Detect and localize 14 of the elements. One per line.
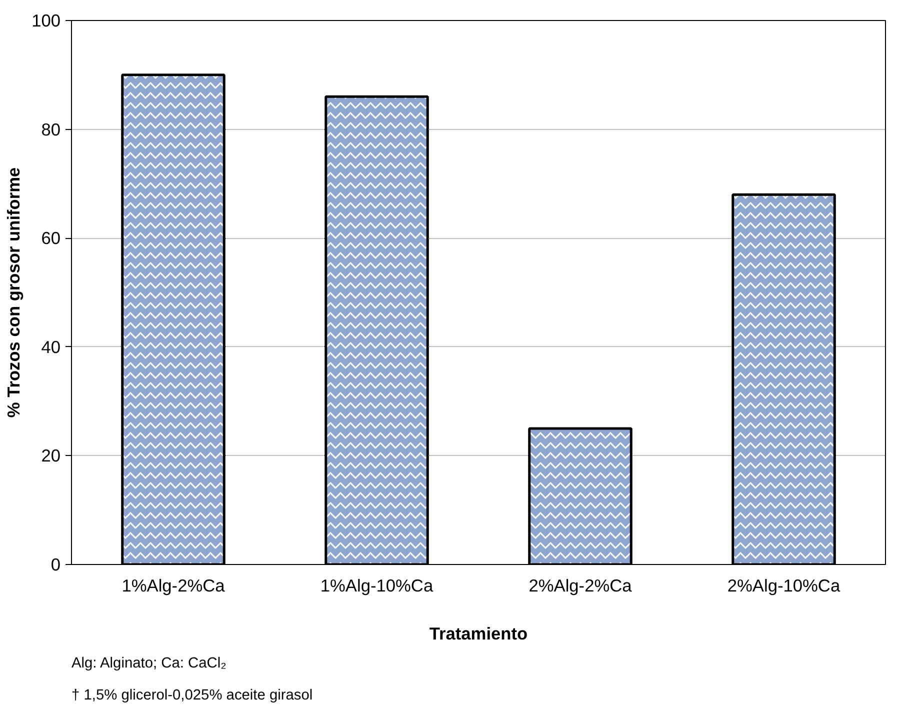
text: † 1,5% glicerol-0,025% aceite girasol	[72, 688, 313, 704]
text: Alg: Alginato; Ca: CaCl₂	[72, 656, 226, 672]
y-axis-title: % Trozos con grosor uniforme	[4, 166, 24, 418]
y-tick-label: 60	[41, 228, 61, 248]
y-tick-label: 0	[50, 554, 61, 574]
y-tick-label: 80	[41, 119, 61, 140]
y-tick-label: 100	[32, 10, 61, 30]
x-tick-label: 1%Alg-10%Ca	[320, 576, 434, 596]
y-tick-label: 40	[41, 336, 61, 357]
x-tick-label: 1%Alg-2%Ca	[122, 576, 226, 596]
x-axis-title: Tratamiento	[429, 624, 528, 644]
y-tick-label: 20	[41, 446, 61, 466]
x-tick-label: 2%Alg-2%Ca	[528, 576, 632, 596]
x-tick-label: 2%Alg-10%Ca	[727, 576, 840, 596]
